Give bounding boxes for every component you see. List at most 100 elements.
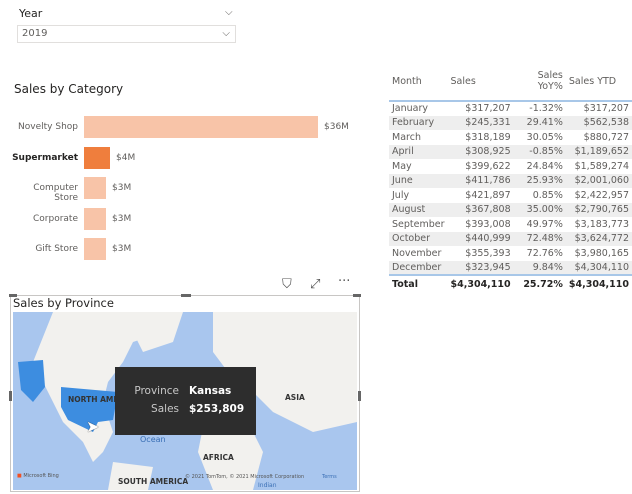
- bar-value-label: $4M: [116, 152, 136, 163]
- label-asia: ASIA: [285, 393, 305, 402]
- category-chart-title: Sales by Category: [14, 82, 124, 96]
- table-cell: 24.84%: [526, 160, 563, 172]
- table-cell: $317,207: [583, 103, 629, 115]
- year-dropdown[interactable]: 2019 ⌵: [17, 25, 236, 43]
- label-ocean: Ocean: [140, 435, 166, 444]
- col-yoy[interactable]: Sales YoY%: [513, 66, 566, 102]
- table-cell: $411,786: [447, 173, 514, 188]
- terms-link[interactable]: Terms: [322, 474, 337, 480]
- table-cell: $562,538: [565, 115, 632, 130]
- bar[interactable]: [84, 207, 106, 230]
- table-cell: -1.32%: [529, 103, 563, 115]
- table-cell: $2,001,060: [565, 173, 632, 188]
- table-cell: 25.93%: [513, 173, 566, 188]
- region-alaska: [18, 360, 45, 402]
- sales-table: Month Sales Sales YoY% Sales YTD January…: [389, 66, 632, 293]
- tooltip-key: Province: [134, 385, 179, 397]
- table-cell: 72.76%: [526, 247, 563, 259]
- table-cell: April: [389, 144, 448, 159]
- col-ytd[interactable]: Sales YTD: [565, 66, 632, 102]
- bar[interactable]: [84, 146, 110, 169]
- bar-label[interactable]: Computer Store: [33, 183, 78, 203]
- table-cell: $880,727: [583, 131, 629, 143]
- table-cell: $2,790,765: [565, 202, 632, 217]
- table-cell: $317,207: [465, 103, 511, 115]
- chevron-down-icon[interactable]: ⌵: [225, 7, 233, 18]
- table-total-row: Total $4,304,110 25.72% $4,304,110: [389, 274, 632, 293]
- table-cell: $323,945: [447, 260, 514, 275]
- table-row: July $421,897 0.85% $2,422,957: [389, 188, 632, 203]
- bar[interactable]: [84, 177, 106, 199]
- table-cell: $367,808: [447, 202, 514, 217]
- table-row: April $308,925 -0.85% $1,189,652: [389, 144, 632, 159]
- bar-label[interactable]: Gift Store: [35, 244, 78, 254]
- bar-value-label: $3M: [112, 244, 132, 254]
- bar-value-label: $36M: [324, 122, 349, 132]
- table-cell: $3,980,165: [574, 247, 629, 259]
- label-indian: Indian: [258, 482, 277, 489]
- table-cell: $355,393: [465, 247, 511, 259]
- map-visual-frame[interactable]: [9, 294, 361, 492]
- table-row: February $245,331 29.41% $562,538: [389, 115, 632, 130]
- table-cell: 30.05%: [526, 131, 563, 143]
- slicer-title: Year: [19, 7, 43, 20]
- table-cell: -0.85%: [513, 144, 566, 159]
- table-row: November $355,393 72.76% $3,980,165: [389, 246, 632, 261]
- table-cell: $393,008: [465, 218, 511, 230]
- year-value: 2019: [22, 28, 48, 39]
- table-cell: 72.48%: [513, 231, 566, 246]
- bar-label[interactable]: Corporate: [33, 213, 78, 224]
- table-cell: 25.72%: [513, 274, 566, 293]
- region-usa: [61, 387, 118, 432]
- table-cell: August: [389, 202, 448, 217]
- table-cell: October: [389, 231, 448, 246]
- table-cell: $4,304,110: [565, 260, 632, 275]
- bar-value-label: $3M: [112, 183, 132, 193]
- table-row: June $411,786 25.93% $2,001,060: [389, 173, 632, 188]
- table-cell: February: [389, 115, 448, 130]
- table-cell: November: [392, 247, 442, 259]
- table-cell: $1,189,652: [565, 144, 632, 159]
- bar-label[interactable]: Supermarket: [12, 152, 78, 163]
- tooltip-value: Kansas: [189, 385, 232, 397]
- table-cell: December: [389, 260, 448, 275]
- table-header: Month Sales Sales YoY% Sales YTD: [389, 66, 632, 102]
- table-row: October $440,999 72.48% $3,624,772: [389, 231, 632, 246]
- map-tooltip: Province Kansas Sales $253,809: [115, 367, 256, 435]
- table-cell: May: [392, 160, 412, 172]
- table-cell: $1,589,274: [574, 160, 629, 172]
- more-options-icon[interactable]: ···: [338, 274, 351, 289]
- table-row: May $399,622 24.84% $1,589,274: [389, 159, 632, 174]
- focus-mode-icon[interactable]: ⤢: [310, 277, 321, 292]
- table-cell: 0.85%: [532, 189, 563, 201]
- map-copyright: © 2021 TomTom, © 2021 Microsoft Corporat…: [185, 474, 305, 480]
- bar-value-label: $3M: [112, 213, 132, 224]
- label-south-america: SOUTH AMERICA: [118, 477, 189, 486]
- table-cell: $421,897: [465, 189, 511, 201]
- table-cell: $399,622: [465, 160, 511, 172]
- col-sales[interactable]: Sales: [447, 66, 514, 102]
- table-cell: March: [392, 131, 421, 143]
- label-north-america: NORTH AMERICA: [68, 395, 139, 404]
- table-row: August $367,808 35.00% $2,790,765: [389, 202, 632, 217]
- tooltip-key: Sales: [151, 403, 179, 415]
- filter-icon[interactable]: ⛉: [282, 277, 292, 292]
- table-cell: 35.00%: [513, 202, 566, 217]
- table-cell: $2,422,957: [574, 189, 629, 201]
- table-row: September $393,008 49.97% $3,183,773: [389, 217, 632, 232]
- table-cell: 49.97%: [526, 218, 563, 230]
- table-cell: January: [392, 103, 429, 115]
- chevron-down-icon: ⌵: [222, 28, 230, 39]
- table-cell: 9.84%: [513, 260, 566, 275]
- bar-label[interactable]: Novelty Shop: [18, 122, 78, 132]
- bing-logo: ■ Microsoft Bing: [17, 473, 59, 479]
- bar[interactable]: [84, 238, 106, 260]
- bar[interactable]: [84, 116, 318, 138]
- table-row: December $323,945 9.84% $4,304,110: [389, 260, 632, 275]
- col-month[interactable]: Month: [389, 66, 448, 102]
- tooltip-value: $253,809: [189, 403, 245, 415]
- table-cell: $318,189: [465, 131, 511, 143]
- table-cell: $440,999: [447, 231, 514, 246]
- label-africa: AFRICA: [203, 453, 234, 462]
- table-cell: 29.41%: [513, 115, 566, 130]
